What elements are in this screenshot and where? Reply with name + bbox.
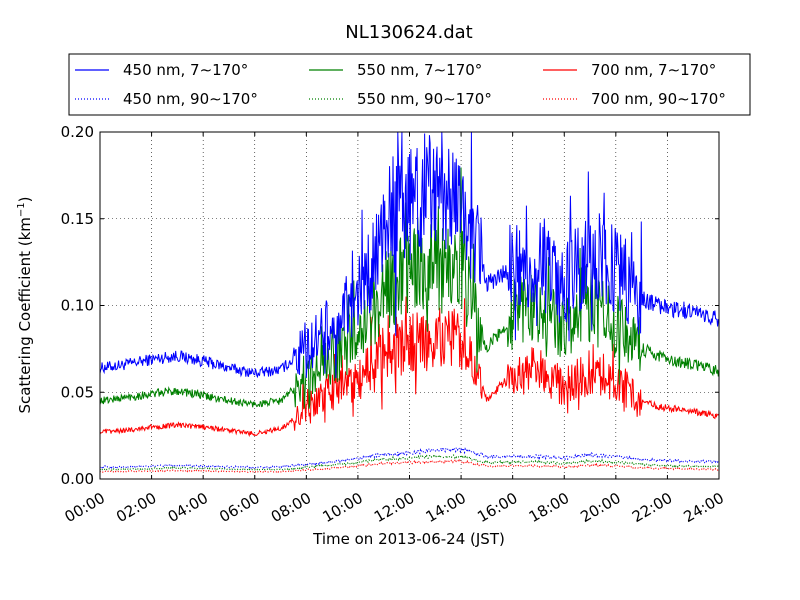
- x-tick-label: 08:00: [268, 489, 314, 526]
- legend-box: [68, 53, 751, 116]
- y-axis-label-superscript: −1: [16, 202, 27, 217]
- x-tick-label: 14:00: [423, 489, 469, 526]
- x-tick-label: 06:00: [216, 489, 262, 526]
- x-tick-label: 02:00: [113, 489, 159, 526]
- legend: 450 nm, 7∼170° 450 nm, 90∼170° 550 nm, 7∼1…: [68, 53, 751, 116]
- axis-ticks: [99, 131, 720, 480]
- x-tick-label: 10:00: [319, 489, 365, 526]
- legend-entry-label: 450 nm, 90∼170°: [123, 90, 258, 108]
- x-tick-label: 22:00: [629, 489, 675, 526]
- x-axis-label: Time on 2013-06-24 (JST): [312, 530, 505, 548]
- y-axis-label: Scattering Coefficient (km−1): [16, 196, 34, 413]
- y-tick-label: 0.20: [61, 123, 94, 141]
- plot-area: [99, 131, 720, 480]
- legend-entry-label: 700 nm, 90∼170°: [591, 90, 726, 108]
- series-line: [99, 296, 720, 438]
- x-tick-label: 16:00: [474, 489, 520, 526]
- y-tick-label: 0.10: [61, 297, 94, 315]
- legend-entry-label: 450 nm, 7∼170°: [123, 61, 248, 79]
- x-tick-label: 00:00: [62, 489, 108, 526]
- y-tick-labels: 0.00 0.05 0.10 0.15 0.20: [61, 123, 94, 488]
- legend-entry-label: 700 nm, 7∼170°: [591, 61, 716, 79]
- series-line: [99, 167, 720, 409]
- x-tick-labels: 00:00 02:00 04:00 06:00 08:00 10:00 12:00 14:00…: [62, 489, 727, 526]
- y-tick-label: 0.15: [61, 210, 94, 228]
- series-line: [99, 452, 720, 472]
- series-layer: [99, 131, 720, 474]
- y-tick-label: 0.00: [61, 470, 94, 488]
- chart-title: NL130624.dat: [345, 22, 472, 43]
- x-tick-label: 18:00: [526, 489, 572, 526]
- x-tick-label: 20:00: [577, 489, 623, 526]
- series-line: [99, 131, 720, 379]
- y-axis-label-end: ): [16, 196, 34, 202]
- x-tick-label: 12:00: [371, 489, 417, 526]
- legend-entry-label: 550 nm, 7∼170°: [357, 61, 482, 79]
- x-tick-label: 24:00: [681, 489, 727, 526]
- y-tick-label: 0.05: [61, 383, 94, 401]
- legend-entry-label: 550 nm, 90∼170°: [357, 90, 492, 108]
- x-tick-label: 04:00: [165, 489, 211, 526]
- y-axis-label-main: Scattering Coefficient (km: [16, 217, 34, 413]
